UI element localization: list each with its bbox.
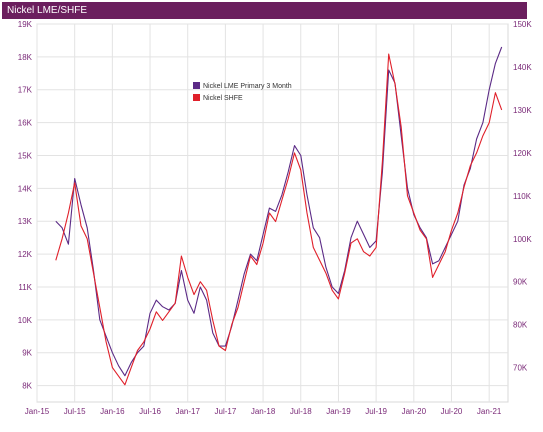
x-tick-label: Jul-19 [365,407,387,416]
left-y-axis: 8K 9K 10K 11K 12K 13K 14K 15K 16K 17K 18K 19K [18,20,33,391]
legend-label: Nickel LME Primary 3 Month [203,83,292,90]
x-tick-label: Jan-20 [402,407,427,416]
legend-swatch [193,94,200,101]
right-tick-label: 100K [513,235,532,244]
left-tick-label: 16K [18,119,33,128]
x-tick-label: Jul-18 [290,407,312,416]
chart-grid [36,23,509,403]
right-tick-label: 70K [513,364,528,373]
x-axis: Jan-15 Jul-15 Jan-16 Jul-16 Jan-17 Jul-17 Jan-… [25,407,502,416]
left-tick-label: 13K [18,217,33,226]
x-tick-label: Jan-17 [175,407,200,416]
x-tick-label: Jan-19 [326,407,351,416]
x-tick-label: Jan-18 [251,407,276,416]
plot-frame [36,23,509,403]
left-tick-label: 9K [22,349,32,358]
legend-swatch [193,82,200,89]
x-tick-label: Jul-17 [215,407,237,416]
left-tick-label: 14K [18,184,33,193]
left-tick-label: 17K [18,86,33,95]
x-tick-label: Jan-21 [477,407,502,416]
legend-label: Nickel SHFE [203,95,243,102]
x-tick-label: Jul-16 [139,407,161,416]
right-tick-label: 90K [513,278,528,287]
chart-title: Nickel LME/SHFE [2,2,527,19]
x-tick-label: Jul-20 [441,407,463,416]
right-y-axis: 70K 80K 90K 100K 110K 120K 130K 140K 150K [513,20,532,373]
left-tick-label: 11K [18,283,32,292]
series-line-2 [55,53,503,386]
right-tick-label: 140K [513,63,532,72]
right-tick-label: 120K [513,149,532,158]
chart-legend: Nickel LME Primary 3 Month Nickel SHFE [193,82,292,102]
left-tick-label: 18K [18,53,33,62]
right-tick-label: 130K [513,106,532,115]
left-tick-label: 15K [18,151,33,160]
series-layer [55,46,503,386]
x-tick-label: Jul-15 [64,407,86,416]
right-tick-label: 150K [513,20,532,29]
left-tick-label: 10K [18,316,33,325]
left-tick-label: 12K [18,250,33,259]
right-tick-label: 110K [513,192,532,201]
x-tick-label: Jan-16 [100,407,125,416]
x-tick-label: Jan-15 [25,407,50,416]
left-tick-label: 8K [22,382,32,391]
right-tick-label: 80K [513,321,528,330]
left-tick-label: 19K [18,20,33,29]
